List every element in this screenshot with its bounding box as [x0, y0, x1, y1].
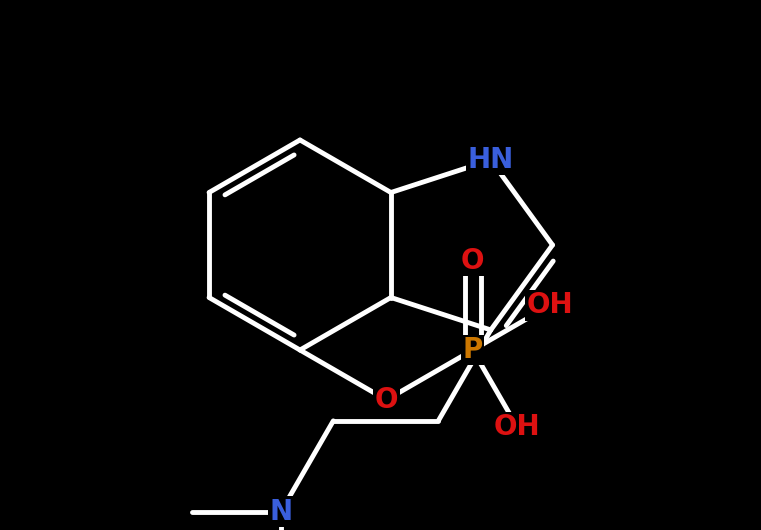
Text: N: N [269, 498, 292, 526]
Text: OH: OH [494, 413, 541, 441]
Text: O: O [374, 386, 398, 414]
Text: P: P [463, 336, 483, 364]
Text: HN: HN [468, 146, 514, 174]
Text: O: O [461, 247, 485, 275]
Text: OH: OH [527, 292, 573, 320]
